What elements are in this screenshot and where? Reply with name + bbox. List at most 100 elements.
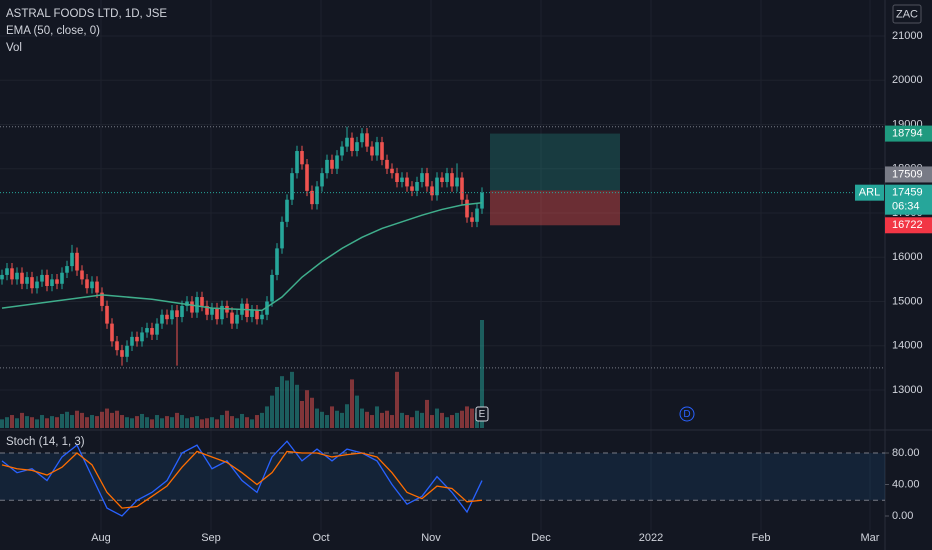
- candle-body: [230, 312, 234, 324]
- last-price-tag: 17459: [892, 187, 923, 199]
- volume-bar: [465, 406, 469, 428]
- volume-bar: [15, 418, 19, 428]
- volume-bar: [195, 416, 199, 428]
- volume-bar: [110, 412, 114, 428]
- candle-body: [105, 305, 109, 324]
- volume-bar: [0, 419, 4, 428]
- candle-body: [380, 142, 384, 160]
- volume-bar: [155, 415, 159, 428]
- candle-body: [365, 133, 369, 147]
- y-tick-label: 16000: [892, 251, 923, 263]
- volume-bar: [440, 412, 444, 428]
- candle-body: [10, 268, 14, 280]
- candle-body: [320, 173, 324, 187]
- candle-body: [235, 314, 239, 324]
- volume-bar: [50, 416, 54, 428]
- candle-body: [385, 159, 389, 169]
- y-tick-label: 20000: [892, 74, 923, 86]
- candle-body: [35, 281, 39, 289]
- candle-body: [195, 297, 199, 313]
- candle-body: [190, 301, 194, 313]
- volume-bar: [25, 416, 29, 428]
- stoch-tick-label: 0.00: [892, 510, 913, 522]
- volume-bar: [75, 410, 79, 428]
- volume-bar: [225, 410, 229, 428]
- volume-bar: [140, 413, 144, 428]
- volume-label: Vol: [6, 42, 22, 54]
- candle-body: [275, 248, 279, 275]
- stoch-line: [1, 440, 483, 517]
- volume-bar: [350, 379, 354, 428]
- ema-line: [1, 202, 483, 312]
- candle-body: [80, 270, 84, 280]
- candle-body: [65, 266, 69, 273]
- candle-body: [90, 281, 94, 289]
- candle-body: [115, 341, 119, 351]
- candle-body: [30, 277, 34, 289]
- currency-label[interactable]: ZAC: [896, 8, 918, 20]
- candle-body: [100, 292, 104, 306]
- volume-bar: [335, 410, 339, 428]
- candle-body: [140, 332, 144, 342]
- candle-body: [310, 190, 314, 205]
- volume-bar: [315, 408, 319, 428]
- grid: [0, 0, 885, 530]
- stoch-tick-label: 40.00: [892, 478, 920, 490]
- volume-bar: [240, 413, 244, 428]
- candle-body: [165, 314, 169, 320]
- volume-bar: [410, 417, 414, 428]
- candle-body: [430, 186, 434, 196]
- y-tick-label: 14000: [892, 340, 923, 352]
- candle-body: [220, 305, 224, 320]
- symbol-tag: ARL: [859, 187, 880, 199]
- volume-bar: [445, 417, 449, 428]
- candle-body: [125, 345, 129, 357]
- candle-body: [160, 314, 164, 324]
- volume-bar: [285, 380, 289, 428]
- volume-bar: [115, 410, 119, 428]
- volume-bar: [320, 411, 324, 428]
- y-tick-label: 13000: [892, 384, 923, 396]
- candle-body: [410, 186, 414, 191]
- candle-body: [250, 310, 254, 317]
- candle-body: [360, 133, 364, 143]
- volume-bar: [200, 419, 204, 428]
- candle-body: [130, 336, 134, 346]
- candle-body: [375, 142, 379, 156]
- stoch-pane: [0, 440, 885, 517]
- candle-body: [85, 279, 89, 289]
- candle-body: [200, 297, 204, 306]
- candle-body: [95, 281, 99, 293]
- stoch-tick-label: 80.00: [892, 447, 920, 459]
- volume-bar: [405, 415, 409, 428]
- volume-bar: [105, 408, 109, 428]
- candle-body: [155, 323, 159, 335]
- volume-bar: [270, 395, 274, 428]
- volume-bar: [275, 386, 279, 428]
- candle-body: [295, 151, 299, 174]
- volume-bar: [370, 415, 374, 428]
- volume-bar: [145, 417, 149, 428]
- volume-bar: [295, 384, 299, 428]
- volume-bar: [435, 408, 439, 428]
- candle-body: [465, 199, 469, 218]
- symbol-tag-bg: [855, 184, 884, 201]
- volume-bar: [340, 412, 344, 428]
- candle-body: [440, 177, 444, 183]
- volume-bar: [380, 412, 384, 428]
- volume-bar: [5, 417, 9, 428]
- volume-bar: [85, 417, 89, 428]
- candle-body: [210, 308, 214, 315]
- currency-box[interactable]: [892, 4, 922, 24]
- candle-body: [20, 272, 24, 284]
- marker-label: E: [479, 409, 486, 420]
- volume-bar: [395, 371, 399, 428]
- volume-bar: [325, 415, 329, 428]
- profit-zone: [490, 133, 620, 191]
- volume-bar: [400, 412, 404, 428]
- stop-tag-bg: [885, 217, 932, 234]
- volume-bar: [310, 397, 314, 428]
